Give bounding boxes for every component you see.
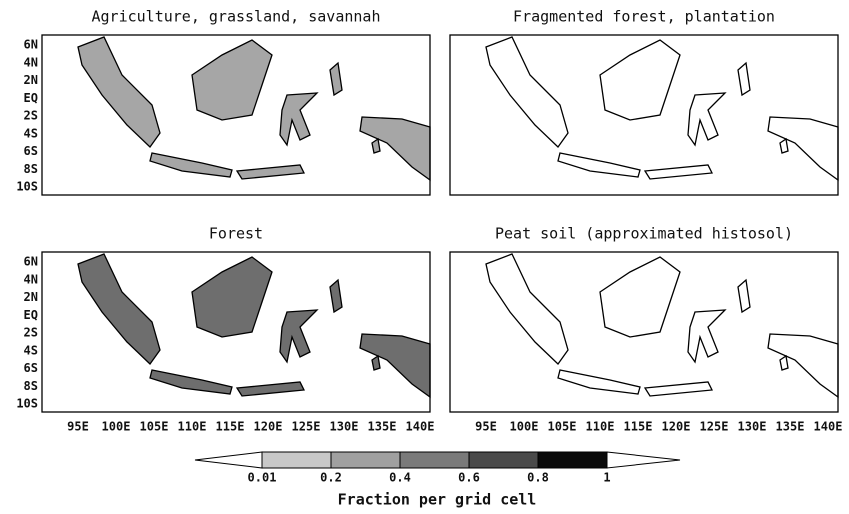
colorbar-tick-label: 1 [603,471,610,485]
lon-label: 140E [406,420,435,434]
lat-label: 2S [24,326,38,340]
lon-label: 125E [292,420,321,434]
map-panel [450,252,838,412]
colorbar-tick-label: 0.6 [458,471,480,485]
lat-label: EQ [24,308,38,322]
lat-label: 8S [24,379,38,393]
lat-label: 4S [24,343,38,357]
colorbar-tick-label: 0.01 [248,471,277,485]
lat-label: 4N [24,272,38,286]
colorbar-segment [331,452,400,468]
lat-label: EQ [24,91,38,105]
lon-label: 95E [475,420,497,434]
colorbar-tick-label: 0.4 [389,471,411,485]
map-panel [450,35,838,195]
lon-label: 110E [178,420,207,434]
lon-label: 105E [140,420,169,434]
colorbar-segment [262,452,331,468]
lat-label: 10S [16,397,38,411]
lat-label: 4N [24,55,38,69]
lat-label: 6S [24,361,38,375]
colorbar-segment [538,452,607,468]
lon-label: 140E [814,420,843,434]
map-panel [42,35,430,195]
lat-label: 6N [24,38,38,52]
lat-label: 6N [24,255,38,269]
lon-label: 95E [67,420,89,434]
colorbar-segment [469,452,538,468]
lon-label: 125E [700,420,729,434]
lon-label: 115E [216,420,245,434]
colorbar-label: Fraction per grid cell [338,491,537,509]
lon-label: 130E [330,420,359,434]
colorbar-tick-label: 0.2 [320,471,342,485]
lat-label: 2N [24,290,38,304]
lat-label: 8S [24,162,38,176]
colorbar-tick-label: 0.8 [527,471,549,485]
lat-label: 2N [24,73,38,87]
panel-title: Fragmented forest, plantation [513,8,775,26]
lon-label: 115E [624,420,653,434]
lon-label: 135E [368,420,397,434]
lon-label: 100E [102,420,131,434]
panel-title: Peat soil (approximated histosol) [495,225,793,243]
map-panel [42,252,430,412]
figure: Agriculture, grassland, savannah 6N 4N 2N EQ… [0,0,849,514]
lon-label: 105E [548,420,577,434]
colorbar-over [607,452,680,468]
lon-label: 130E [738,420,767,434]
lat-label: 6S [24,144,38,158]
colorbar-segment [400,452,469,468]
lon-label: 100E [510,420,539,434]
lon-label: 120E [254,420,283,434]
panel-title: Agriculture, grassland, savannah [92,8,381,26]
lat-label: 2S [24,109,38,123]
lat-label: 10S [16,180,38,194]
lon-label: 110E [586,420,615,434]
panel-title: Forest [209,225,263,243]
lon-label: 120E [662,420,691,434]
colorbar-under [195,452,262,468]
lat-label: 4S [24,126,38,140]
lon-label: 135E [776,420,805,434]
